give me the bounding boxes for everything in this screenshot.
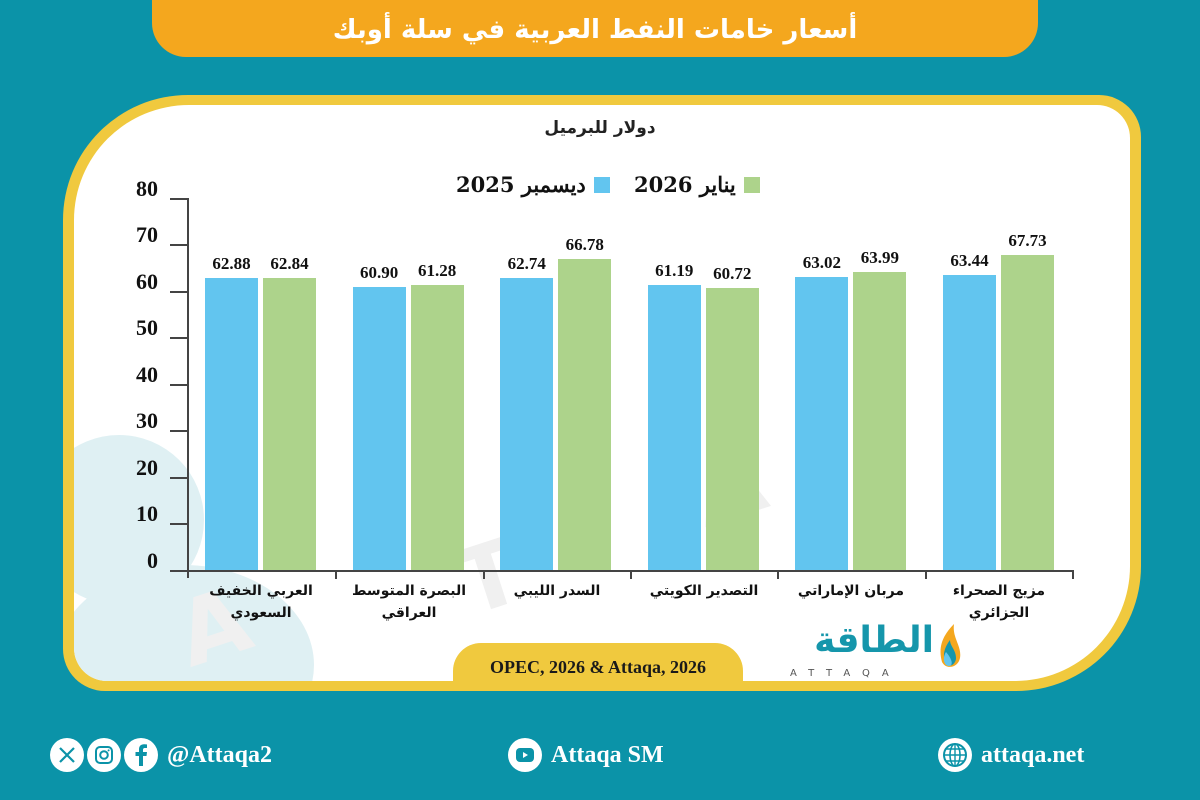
y-tick-label: 20 — [136, 455, 158, 480]
bar-jan-2026 — [1001, 255, 1054, 570]
bar-jan-2026 — [853, 272, 907, 570]
bar-dec-2025 — [352, 286, 406, 570]
footer-website: attaqa.net — [938, 735, 1084, 775]
y-tick-label: 50 — [136, 315, 158, 340]
bar-value-label: 62.88 — [212, 253, 251, 273]
logo-flame-icon — [940, 624, 961, 667]
bar-jan-2026 — [410, 285, 464, 570]
y-tick — [170, 291, 187, 293]
bar-value-label: 62.84 — [270, 253, 309, 273]
y-tick-label: 10 — [136, 501, 158, 526]
youtube-channel[interactable]: Attaqa SM — [551, 741, 664, 768]
bar-value-label: 67.73 — [1008, 231, 1047, 251]
footer-social: @Attaqa2 — [50, 735, 272, 775]
category-label-line: العراقي — [381, 605, 437, 621]
bar-jan-2026 — [558, 259, 612, 570]
globe-icon[interactable] — [938, 738, 972, 772]
y-tick-label: 60 — [136, 269, 158, 294]
bar-value-label: 62.74 — [507, 254, 546, 274]
x-tick — [630, 570, 632, 579]
bar-value-label: 63.99 — [860, 248, 900, 268]
category-label-line: التصدير الكويتي — [649, 583, 759, 599]
category-label-line: السدر الليبي — [513, 583, 601, 599]
footer-youtube: Attaqa SM — [508, 735, 664, 775]
x-tick — [335, 570, 337, 579]
x-icon[interactable] — [50, 738, 84, 772]
social-handle[interactable]: @Attaqa2 — [167, 741, 272, 768]
bar-value-label: 60.90 — [359, 262, 399, 282]
category-label: العربي الخفيف السعودي — [187, 580, 335, 624]
bar-value-label: 66.78 — [565, 235, 604, 255]
y-axis — [187, 198, 189, 578]
y-tick-label: 0 — [147, 548, 158, 573]
legend-label: ديسمبر 2025 — [456, 172, 586, 197]
y-tick-label: 80 — [136, 176, 158, 201]
category-label-line: العربي الخفيف — [209, 583, 313, 599]
bar-jan-2026 — [705, 287, 759, 570]
category-label: التصدير الكويتي — [630, 580, 778, 602]
y-tick-label: 40 — [136, 362, 158, 387]
legend-label: يناير 2026 — [634, 172, 736, 197]
legend-item-dec: ديسمبر 2025 — [456, 172, 610, 197]
youtube-icon[interactable] — [508, 738, 542, 772]
y-tick — [170, 384, 187, 386]
x-tick — [483, 570, 485, 579]
bar-jan-2026 — [263, 277, 316, 570]
bar-dec-2025 — [795, 276, 849, 570]
y-tick — [170, 477, 187, 479]
instagram-icon[interactable] — [87, 738, 121, 772]
legend-item-jan: يناير 2026 — [634, 172, 760, 197]
bar-value-label: 63.02 — [802, 252, 842, 272]
category-label: البصرة المتوسط العراقي — [335, 580, 483, 624]
bar-dec-2025 — [500, 278, 554, 570]
bar-dec-2025 — [647, 285, 701, 570]
y-tick-label: 30 — [136, 408, 158, 433]
title-banner: أسعار خامات النفط العربية في سلة أوبك — [152, 0, 1038, 57]
category-label-line: الجزائري — [968, 605, 1030, 621]
legend-swatch — [593, 176, 610, 193]
unit-label: دولار للبرميل — [544, 118, 656, 138]
x-tick — [1072, 570, 1074, 579]
logo-latin: ATTAQA — [790, 668, 901, 679]
x-axis — [170, 570, 1073, 572]
y-tick — [170, 523, 187, 525]
bar-value-label: 61.28 — [417, 261, 457, 281]
bar-value-label: 61.19 — [655, 261, 694, 281]
x-tick — [925, 570, 927, 579]
source-note: OPEC, 2026 & Attaqa, 2026 — [453, 643, 743, 691]
y-tick — [170, 244, 187, 246]
category-label: السدر الليبي — [483, 580, 631, 602]
category-label: مزيج الصحراء الجزائري — [925, 580, 1073, 624]
bar-value-label: 60.72 — [713, 263, 752, 283]
y-tick — [170, 337, 187, 339]
category-label: مربان الإماراتي — [777, 580, 925, 602]
bar-dec-2025 — [205, 277, 258, 570]
bar-dec-2025 — [943, 275, 996, 570]
category-label-line: مزيج الصحراء — [952, 583, 1046, 599]
y-tick — [170, 430, 187, 432]
y-tick — [170, 198, 187, 200]
category-label-line: البصرة المتوسط — [351, 583, 467, 599]
logo-arabic: الطاقة — [814, 620, 934, 661]
legend-swatch — [743, 176, 760, 193]
category-label-line: مربان الإماراتي — [797, 583, 905, 599]
attaqa-logo: الطاقة ATTAQA — [772, 620, 972, 682]
x-tick — [777, 570, 779, 579]
facebook-icon[interactable] — [124, 738, 158, 772]
page-title: أسعار خامات النفط العربية في سلة أوبك — [332, 15, 858, 45]
website-link[interactable]: attaqa.net — [981, 741, 1085, 768]
y-tick-label: 70 — [136, 222, 158, 247]
bar-value-label: 63.44 — [950, 251, 989, 270]
category-label-line: السعودي — [230, 605, 292, 621]
